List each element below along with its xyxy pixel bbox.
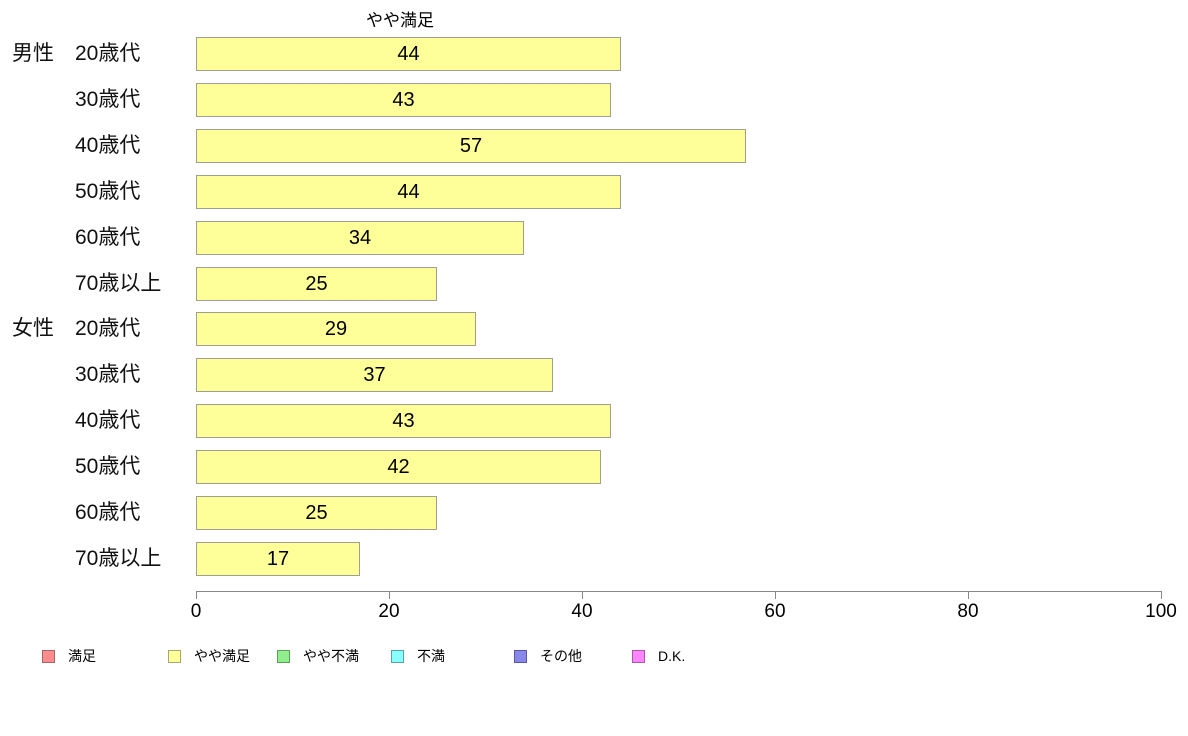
legend-swatch-icon — [168, 649, 181, 663]
legend-swatch-icon — [42, 649, 55, 663]
category-label: 40歳代 — [75, 409, 141, 432]
bar-value-label: 57 — [459, 134, 483, 157]
x-axis-tick-label: 60 — [764, 601, 786, 622]
category-group-label: 男性 — [12, 42, 54, 65]
x-axis-tick — [196, 591, 197, 599]
x-axis-tick-label: 80 — [957, 601, 979, 622]
category-label: 50歳代 — [75, 455, 141, 478]
bar[interactable]: 25 — [196, 267, 437, 301]
legend-item[interactable]: 不満 — [391, 645, 445, 667]
bar[interactable]: 42 — [196, 450, 601, 484]
x-axis-tick — [968, 591, 969, 599]
bar-row: 40歳代 57 — [0, 129, 1188, 163]
x-axis-tick-label: 40 — [571, 601, 593, 622]
bar-row: 40歳代 43 — [0, 404, 1188, 438]
bar-row: 70歳以上 25 — [0, 267, 1188, 301]
legend-item[interactable]: やや不満 — [277, 645, 359, 667]
bar[interactable]: 44 — [196, 175, 621, 209]
bar[interactable]: 29 — [196, 312, 476, 346]
bar-value-label: 44 — [397, 42, 420, 65]
bar-value-label: 43 — [392, 409, 415, 432]
category-label: 70歳以上 — [75, 547, 162, 570]
bar-row: 70歳以上 17 — [0, 542, 1188, 576]
bar-value-label: 25 — [305, 501, 328, 524]
legend-swatch-icon — [277, 649, 290, 663]
legend: 満足 やや満足 やや不満 不満 その他 D.K. — [0, 645, 1188, 667]
legend-item[interactable]: 満足 — [42, 645, 96, 667]
bar[interactable]: 57 — [196, 129, 746, 163]
x-axis-tick — [775, 591, 776, 599]
legend-label: 満足 — [68, 648, 96, 664]
legend-label: 不満 — [417, 648, 445, 664]
x-axis-tick-label: 0 — [190, 601, 202, 622]
bar[interactable]: 34 — [196, 221, 524, 255]
bar-value-label: 29 — [324, 317, 348, 340]
category-label: 30歳代 — [75, 88, 141, 111]
category-label: 70歳以上 — [75, 272, 162, 295]
legend-item[interactable]: その他 — [514, 645, 582, 667]
bar-row: 50歳代 44 — [0, 175, 1188, 209]
bar-row: 女性 20歳代 29 — [0, 312, 1188, 346]
bar-row: 50歳代 42 — [0, 450, 1188, 484]
legend-label: やや満足 — [194, 648, 250, 664]
bar-value-label: 42 — [387, 455, 410, 478]
bar-row: 60歳代 34 — [0, 221, 1188, 255]
category-label: 20歳代 — [75, 317, 141, 340]
bar-value-label: 37 — [363, 363, 386, 386]
legend-swatch-icon — [514, 649, 527, 663]
bar-value-label: 34 — [348, 226, 372, 249]
bar[interactable]: 37 — [196, 358, 553, 392]
legend-swatch-icon — [391, 649, 404, 663]
category-label: 30歳代 — [75, 363, 141, 386]
legend-label: D.K. — [658, 648, 686, 664]
bar-row: 30歳代 43 — [0, 83, 1188, 117]
bar-value-label: 17 — [266, 547, 290, 570]
x-axis-tick-label: 100 — [1145, 601, 1177, 622]
legend-label: その他 — [540, 648, 582, 664]
category-label: 60歳代 — [75, 501, 141, 524]
x-axis-tick — [1161, 591, 1162, 599]
x-axis-tick-label: 20 — [378, 601, 400, 622]
legend-item[interactable]: やや満足 — [168, 645, 250, 667]
legend-label: やや不満 — [303, 648, 359, 664]
bar-row: 30歳代 37 — [0, 358, 1188, 392]
category-label: 20歳代 — [75, 42, 141, 65]
bar-value-label: 43 — [392, 88, 415, 111]
legend-item[interactable]: D.K. — [632, 645, 685, 667]
bar[interactable]: 17 — [196, 542, 360, 576]
bar[interactable]: 43 — [196, 404, 611, 438]
bar[interactable]: 44 — [196, 37, 621, 71]
bar-value-label: 44 — [397, 180, 420, 203]
category-group-label: 女性 — [12, 317, 54, 340]
category-label: 40歳代 — [75, 134, 141, 157]
category-label: 60歳代 — [75, 226, 141, 249]
bar[interactable]: 25 — [196, 496, 437, 530]
x-axis-line — [196, 591, 1161, 592]
legend-swatch-icon — [632, 649, 645, 663]
x-axis-tick — [582, 591, 583, 599]
bar-row: 60歳代 25 — [0, 496, 1188, 530]
chart-title: やや満足 — [366, 11, 434, 30]
bar-row: 男性 20歳代 44 — [0, 37, 1188, 71]
category-label: 50歳代 — [75, 180, 141, 203]
bar-value-label: 25 — [305, 272, 328, 295]
bar[interactable]: 43 — [196, 83, 611, 117]
x-axis-tick — [389, 591, 390, 599]
